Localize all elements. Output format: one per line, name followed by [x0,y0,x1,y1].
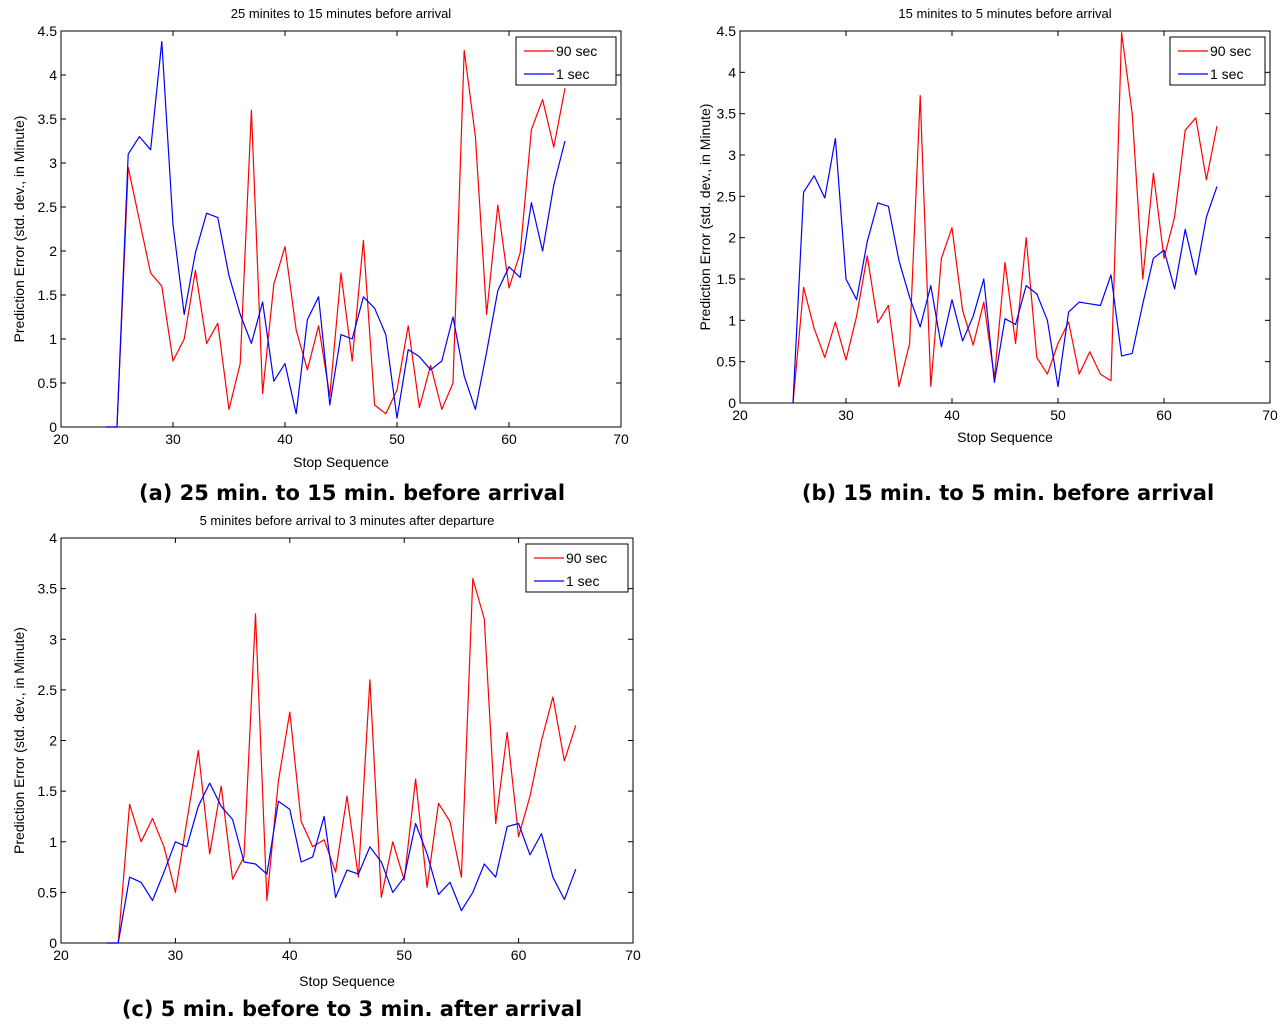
y-tick-label: 1 [49,834,57,850]
y-tick-label: 0 [728,395,736,411]
chart-title: 15 minites to 5 minutes before arrival [898,6,1111,21]
y-tick-label: 0.5 [38,884,58,900]
legend-box [1169,36,1266,86]
y-axis-label: Prediction Error (std. dev., in Minute) [11,116,27,343]
legend-label: 90 sec [556,43,597,59]
series-line-1-sec [106,782,577,944]
x-axis-label: Stop Sequence [293,454,389,470]
chart-title: 5 minites before arrival to 3 minutes af… [200,513,495,528]
x-tick-label: 50 [396,947,412,963]
chart-a: 20 30 40 50 60 70 0 0.5 1 1.5 2 2.5 3 3.5 4 4.5 90 sec 1 … [11,6,629,505]
x-tick-label: 70 [1262,407,1278,423]
legend-label: 1 sec [566,573,599,589]
y-tick-label: 1 [49,331,57,347]
x-tick-label: 50 [1050,407,1066,423]
y-axis-label: Prediction Error (std. dev., in Minute) [697,104,713,331]
y-tick-label: 3 [49,631,57,647]
x-tick-label: 60 [1156,407,1172,423]
x-tick-label: 20 [53,947,69,963]
plot-area-b [739,30,1271,404]
legend-label: 90 sec [1210,43,1251,59]
y-tick-label: 2 [49,243,57,259]
y-tick-label: 0.5 [38,375,58,391]
x-tick-label: 70 [625,947,641,963]
y-tick-label: 4 [49,67,57,83]
x-tick-label: 40 [277,431,293,447]
x-tick-label: 50 [389,431,405,447]
x-axis-label: Stop Sequence [299,973,395,989]
plot-area-c [60,537,634,944]
y-tick-label: 0.5 [717,354,737,370]
legend-box [515,36,617,86]
x-tick-label: 40 [282,947,298,963]
y-tick-label: 4.5 [717,23,737,39]
x-tick-label: 20 [53,431,69,447]
y-tick-label: 4 [728,64,736,80]
series-line-1-sec [105,40,566,428]
series-line-1-sec [792,137,1218,404]
legend-box [525,543,629,593]
y-tick-label: 1 [728,312,736,328]
y-tick-label: 3.5 [38,581,58,597]
chart-b: 20 30 40 50 60 70 0 0.5 1 1.5 2 2.5 3 3.5 4 4.5 90 sec 1 … [697,6,1278,505]
series-line-90-sec [792,32,1218,404]
y-tick-label: 2.5 [38,199,58,215]
series-line-90-sec [105,49,566,428]
y-tick-label: 2 [728,230,736,246]
x-tick-label: 70 [613,431,629,447]
x-tick-label: 60 [511,947,527,963]
series-line-90-sec [106,577,577,944]
legend-c: 90 sec 1 sec [525,543,629,593]
x-tick-label: 30 [838,407,854,423]
x-tick-label: 40 [944,407,960,423]
y-tick-label: 1.5 [717,271,737,287]
y-tick-label: 1.5 [38,783,58,799]
legend-label: 1 sec [556,66,589,82]
y-tick-label: 3.5 [717,106,737,122]
y-tick-label: 0 [49,935,57,951]
y-tick-label: 2.5 [717,188,737,204]
y-tick-label: 2.5 [38,682,58,698]
x-tick-label: 20 [732,407,748,423]
y-tick-label: 3 [49,155,57,171]
chart-c: 20 30 40 50 60 70 0 0.5 1 1.5 2 2.5 3 3.5 4 90 sec 1 sec… [11,513,641,1021]
x-axis-label: Stop Sequence [957,429,1053,445]
legend-b: 90 sec 1 sec [1169,36,1266,86]
chart-title: 25 minites to 15 minutes before arrival [231,6,451,21]
x-tick-label: 30 [165,431,181,447]
y-tick-label: 3 [728,147,736,163]
y-tick-label: 1.5 [38,287,58,303]
y-tick-label: 0 [49,419,57,435]
figure-caption: (c) 5 min. before to 3 min. after arriva… [122,997,582,1021]
y-axis-label: Prediction Error (std. dev., in Minute) [11,627,27,854]
y-tick-label: 3.5 [38,111,58,127]
x-tick-label: 60 [501,431,517,447]
y-tick-label: 2 [49,733,57,749]
legend-label: 90 sec [566,550,607,566]
legend-label: 1 sec [1210,66,1243,82]
figure-caption: (a) 25 min. to 15 min. before arrival [139,481,565,505]
x-tick-label: 30 [168,947,184,963]
y-tick-label: 4 [49,530,57,546]
legend-a: 90 sec 1 sec [515,36,617,86]
figure-caption: (b) 15 min. to 5 min. before arrival [802,481,1214,505]
y-tick-label: 4.5 [38,23,58,39]
